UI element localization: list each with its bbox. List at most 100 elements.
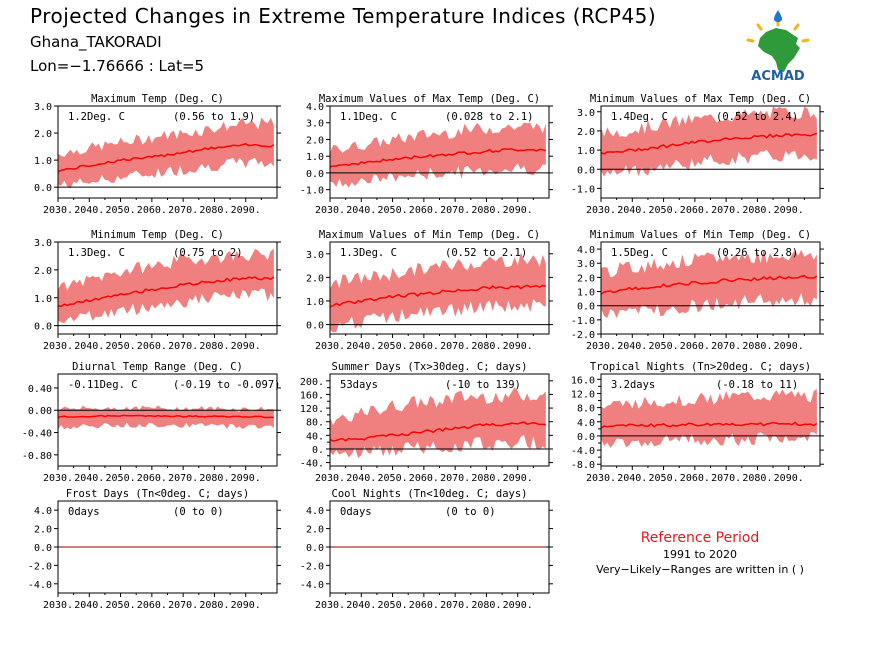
y-tick-label: 2.0 bbox=[577, 273, 595, 284]
chart-panel-11: -4.0 -2.0 0.0 2.0 4.0 2030. 2040. 2050. 2060. 207… bbox=[300, 488, 553, 611]
range-band bbox=[58, 117, 274, 189]
reference-period-years: 1991 to 2020 bbox=[662, 548, 738, 561]
x-tick-label: 2060. bbox=[680, 341, 710, 352]
chart-range: (-10 to 139) bbox=[445, 379, 521, 391]
x-tick-label: 2080. bbox=[199, 473, 229, 484]
x-tick-label: 2070. bbox=[168, 205, 198, 216]
chart-range: (0.75 to 2) bbox=[173, 247, 243, 259]
figure-title: Projected Changes in Extreme Temperature… bbox=[30, 4, 657, 28]
chart-title: Minimum Values of Min Temp (Deg. C) bbox=[590, 229, 811, 241]
chart-range: (0.52 to 2.4) bbox=[716, 111, 798, 123]
x-tick-label: 2050. bbox=[106, 473, 136, 484]
x-tick-label: 2050. bbox=[378, 205, 408, 216]
x-tick-label: 2050. bbox=[649, 205, 679, 216]
water-drop-icon bbox=[774, 10, 782, 22]
chart-range: (-0.19 to -0.097) bbox=[173, 379, 280, 391]
x-tick-label: 2080. bbox=[199, 205, 229, 216]
chart-panel-3: -1.0 0.0 1.0 2.0 3.0 2030. 2040. 2050. 2060. 2070… bbox=[571, 93, 824, 216]
x-tick-label: 2090. bbox=[231, 205, 261, 216]
y-tick-label: -1.0 bbox=[571, 184, 595, 195]
median-line bbox=[57, 414, 274, 419]
y-tick-label: 2.0 bbox=[34, 129, 52, 140]
x-tick-label: 2030. bbox=[43, 473, 73, 484]
y-tick-label: 2.0 bbox=[34, 266, 52, 277]
y-tick-label: 16.0 bbox=[571, 375, 595, 386]
x-tick-label: 2080. bbox=[199, 341, 229, 352]
x-tick-label: 2060. bbox=[409, 205, 439, 216]
y-tick-label: 2.0 bbox=[306, 135, 324, 146]
y-tick-label: -4.0 bbox=[300, 580, 324, 591]
y-tick-label: 3.0 bbox=[34, 102, 52, 113]
chart-range: (0 to 0) bbox=[173, 506, 224, 518]
x-tick-label: 2060. bbox=[680, 473, 710, 484]
y-tick-label: 0.0 bbox=[577, 165, 595, 176]
y-tick-label: 0.40 bbox=[28, 384, 52, 395]
y-tick-label: 0.0 bbox=[577, 432, 595, 443]
x-tick-label: 2070. bbox=[168, 341, 198, 352]
y-tick-label: 12.0 bbox=[571, 389, 595, 400]
y-tick-label: 1.0 bbox=[577, 288, 595, 299]
x-tick-label: 2060. bbox=[137, 600, 167, 611]
chart-stat: 53days bbox=[340, 379, 378, 391]
y-tick-label: 0.0 bbox=[577, 302, 595, 313]
y-tick-label: 1.0 bbox=[306, 297, 324, 308]
y-tick-label: 2.0 bbox=[306, 273, 324, 284]
range-band bbox=[58, 248, 274, 324]
chart-title: Minimum Temp (Deg. C) bbox=[91, 229, 224, 241]
median-line bbox=[57, 276, 275, 308]
y-tick-label: 3.0 bbox=[306, 119, 324, 130]
y-tick-label: 2.0 bbox=[306, 525, 324, 536]
median-line bbox=[57, 143, 275, 173]
x-tick-label: 2040. bbox=[617, 205, 647, 216]
y-tick-label: 1.0 bbox=[577, 146, 595, 157]
x-tick-label: 2040. bbox=[346, 205, 376, 216]
y-tick-label: 120. bbox=[300, 404, 324, 415]
chart-stat: 1.2Deg. C bbox=[68, 111, 125, 123]
reference-period-title: Reference Period bbox=[640, 530, 760, 546]
y-tick-label: 200. bbox=[300, 377, 324, 388]
chart-range: (0.26 to 2.8) bbox=[716, 247, 798, 259]
chart-stat: 1.5Deg. C bbox=[611, 247, 668, 259]
x-tick-label: 2070. bbox=[440, 205, 470, 216]
x-tick-label: 2040. bbox=[346, 473, 376, 484]
x-tick-label: 2060. bbox=[409, 600, 439, 611]
y-tick-label: 0.0 bbox=[306, 169, 324, 180]
chart-stat: 0days bbox=[340, 506, 372, 518]
x-tick-label: 2090. bbox=[231, 600, 261, 611]
chart-panel-9: -8.0 -4.0 0.0 4.0 8.0 12.0 16.0 2030. 2040. 2050.… bbox=[571, 361, 824, 484]
reference-period-box: Reference Period 1991 to 2020 Very−Likel… bbox=[585, 530, 815, 576]
chart-stat: -0.11Deg. C bbox=[68, 379, 138, 391]
x-tick-label: 2030. bbox=[586, 473, 616, 484]
y-tick-label: 3.0 bbox=[34, 238, 52, 249]
chart-title: Maximum Temp (Deg. C) bbox=[91, 93, 224, 105]
y-tick-label: 1.0 bbox=[306, 152, 324, 163]
x-tick-label: 2040. bbox=[346, 600, 376, 611]
y-tick-label: 1.0 bbox=[34, 156, 52, 167]
x-tick-label: 2040. bbox=[617, 473, 647, 484]
y-tick-label: 40. bbox=[306, 431, 324, 442]
y-tick-label: 1.0 bbox=[34, 294, 52, 305]
x-tick-label: 2070. bbox=[711, 473, 741, 484]
y-tick-label: 4.0 bbox=[577, 418, 595, 429]
x-tick-label: 2030. bbox=[43, 600, 73, 611]
x-tick-label: 2060. bbox=[409, 341, 439, 352]
x-tick-label: 2030. bbox=[586, 205, 616, 216]
median-line bbox=[600, 274, 818, 295]
median-line bbox=[329, 148, 547, 168]
chart-stat: 1.4Deg. C bbox=[611, 111, 668, 123]
y-tick-label: -2.0 bbox=[28, 561, 52, 572]
x-tick-label: 2070. bbox=[711, 341, 741, 352]
chart-range: (0.028 to 2.1) bbox=[445, 111, 534, 123]
x-tick-label: 2030. bbox=[315, 473, 345, 484]
chart-title: Frost Days (Tn<0deg. C; days) bbox=[66, 488, 249, 500]
chart-range: (0.52 to 2.1) bbox=[445, 247, 527, 259]
x-tick-label: 2040. bbox=[74, 600, 104, 611]
x-tick-label: 2090. bbox=[231, 473, 261, 484]
y-tick-label: -2.0 bbox=[571, 330, 595, 341]
x-tick-label: 2070. bbox=[440, 473, 470, 484]
x-tick-label: 2030. bbox=[586, 341, 616, 352]
x-tick-label: 2030. bbox=[315, 600, 345, 611]
chart-stat: 1.1Deg. C bbox=[340, 111, 397, 123]
